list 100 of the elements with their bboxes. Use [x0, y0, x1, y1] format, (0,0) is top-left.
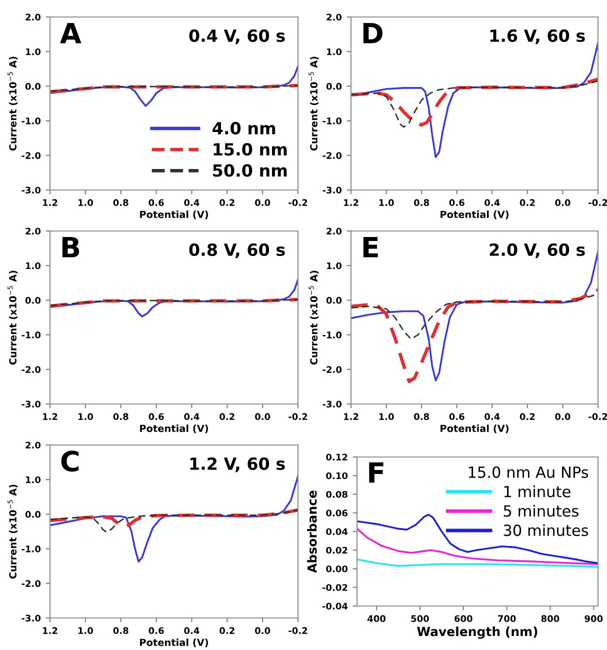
legend-title: 15.0 nm Au NPs: [468, 466, 588, 478]
y-tick-label: -1.0: [322, 332, 342, 338]
y-tick-label: -2.0: [22, 152, 41, 159]
y-tick-label: 0.10: [326, 472, 348, 480]
y-tick-label: 2.0: [326, 228, 342, 235]
y-tick-label: 1.0: [327, 48, 342, 56]
legend-label: 5 minutes: [504, 504, 578, 517]
y-tick-label: -2.0: [22, 366, 41, 373]
line-series: [351, 288, 598, 384]
x-tick-label: 0.2: [220, 627, 234, 634]
x-tick-label: 0.4: [184, 199, 200, 206]
annotation: F: [369, 462, 384, 483]
x-tick-label: -0.2: [288, 199, 308, 206]
x-tick-label: 600: [454, 615, 472, 622]
annotation: 0.8 V, 60 s: [189, 243, 285, 258]
y-tick-label: 1.0: [26, 476, 41, 484]
x-tick-label: 0.2: [520, 199, 535, 206]
x-tick-label: -0.2: [588, 413, 607, 420]
x-tick-label: 0.8: [113, 627, 128, 634]
y-tick-label: 1.0: [26, 262, 41, 270]
x-tick-label: 0.2: [220, 199, 234, 206]
y-tick-label: -0.02: [322, 584, 348, 591]
y-tick-label: -3.0: [22, 614, 41, 622]
line-series: [357, 558, 598, 568]
x-tick-label: 0.2: [520, 413, 535, 420]
y-tick-label: 1.0: [26, 48, 41, 56]
y-axis-title: Current (x10$^{−5}$ A): [8, 484, 18, 579]
x-tick-label: 0.4: [184, 413, 200, 420]
y-tick-label: 0.02: [326, 546, 348, 554]
y-tick-label: 0.0: [25, 82, 41, 90]
y-tick-label: 1.0: [327, 262, 342, 270]
x-tick-label: 0.4: [484, 413, 500, 420]
x-tick-label: 1.2: [43, 199, 58, 206]
y-tick-label: 2.0: [326, 14, 342, 21]
x-tick-label: 1.0: [78, 199, 93, 206]
x-tick-label: 0.6: [148, 199, 164, 206]
legend-label: 15.0 nm: [214, 143, 287, 156]
y-tick-label: -1.0: [22, 332, 41, 338]
y-tick-label: -1.0: [22, 546, 41, 552]
x-axis-title: Potential (V): [140, 424, 208, 434]
x-tick-label: -0.2: [288, 627, 308, 634]
y-axis-title: Current (x10$^{−5}$ A): [308, 56, 319, 151]
x-tick-label: 1.2: [344, 199, 358, 206]
y-tick-label: 0.06: [326, 510, 348, 516]
x-tick-label: 0.0: [555, 199, 570, 206]
x-tick-label: 0.8: [414, 413, 430, 420]
x-tick-label: 400: [368, 615, 386, 622]
x-tick-label: 1.2: [344, 413, 358, 420]
x-tick-label: 0.6: [449, 413, 464, 420]
y-tick-label: -0.04: [322, 602, 348, 610]
x-axis-title: Potential (V): [440, 210, 508, 220]
x-tick-label: 0.8: [414, 199, 430, 206]
x-tick-label: 0.6: [449, 199, 464, 206]
y-tick-label: -2.0: [322, 152, 342, 159]
y-tick-label: 0.0: [326, 82, 342, 90]
y-tick-label: -3.0: [322, 400, 342, 408]
legend-label: 30 minutes: [504, 524, 588, 536]
y-tick-label: 0.0: [326, 296, 342, 304]
annotation: C: [61, 450, 79, 472]
line-series: [50, 509, 298, 533]
x-tick-label: 0.6: [148, 627, 164, 634]
y-tick-label: 0.12: [326, 454, 348, 461]
x-tick-label: 1.0: [78, 413, 93, 420]
y-tick-label: 2.0: [26, 228, 41, 235]
y-tick-label: 2.0: [26, 442, 41, 449]
x-tick-label: -0.2: [588, 199, 607, 206]
x-tick-label: 0.8: [113, 199, 128, 206]
y-tick-label: 2.0: [26, 14, 41, 21]
x-axis-title: Potential (V): [140, 210, 208, 220]
x-axis-title: Wavelength (nm): [417, 626, 538, 639]
y-tick-label: 0.0: [25, 296, 41, 304]
annotation: A: [60, 23, 82, 44]
x-tick-label: 0.0: [255, 413, 270, 420]
annotation: 0.4 V, 60 s: [189, 29, 285, 44]
y-tick-label: 0.00: [326, 565, 348, 572]
legend-label: 1 minute: [504, 486, 570, 498]
x-tick-label: 1.2: [43, 413, 58, 420]
y-tick-label: 0.0: [25, 510, 41, 518]
x-tick-label: 1.2: [43, 627, 58, 634]
x-tick-label: 0.8: [113, 413, 128, 420]
annotation: D: [363, 23, 382, 44]
y-tick-label: -1.0: [22, 118, 41, 124]
annotation: B: [62, 237, 80, 258]
y-axis-title: Absorbance: [307, 490, 317, 573]
annotation: E: [363, 237, 378, 258]
legend-label: 4.0 nm: [212, 122, 276, 135]
x-tick-label: 0.4: [484, 199, 500, 206]
y-tick-label: 0.08: [326, 490, 348, 498]
annotation: 1.6 V, 60 s: [490, 29, 585, 44]
x-tick-label: 700: [498, 615, 516, 622]
x-tick-label: 800: [541, 615, 560, 622]
y-tick-label: -3.0: [22, 186, 41, 194]
line-series: [50, 508, 298, 528]
annotation: 2.0 V, 60 s: [490, 243, 585, 258]
x-tick-label: 0.0: [555, 413, 570, 420]
x-axis-title: Potential (V): [440, 424, 508, 434]
x-tick-label: 0.0: [255, 627, 270, 634]
x-tick-label: -0.2: [288, 413, 308, 420]
y-axis-title: Current (x10$^{−5}$ A): [308, 270, 319, 365]
x-tick-label: 1.0: [379, 413, 394, 420]
